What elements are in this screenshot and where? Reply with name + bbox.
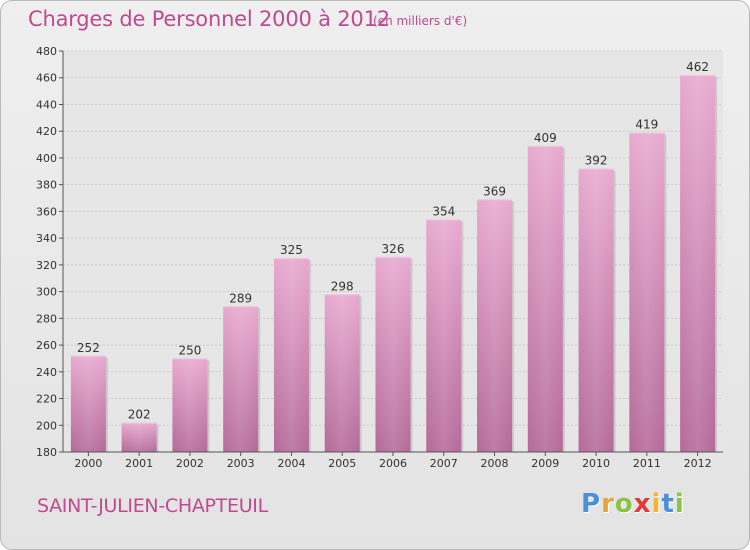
logo-letter: i: [674, 489, 685, 519]
data-label: 289: [229, 291, 252, 305]
y-tick-label: 380: [36, 179, 57, 192]
proxiti-logo: Proxiti: [581, 489, 685, 519]
y-tick-label: 420: [36, 125, 57, 138]
y-tick-label: 220: [36, 393, 57, 406]
x-tick-label: 2006: [379, 457, 407, 470]
bar-highlight: [680, 75, 716, 452]
logo-letter: x: [633, 489, 652, 519]
bar-highlight: [578, 168, 614, 453]
y-tick-label: 240: [36, 366, 57, 379]
x-tick-label: 2008: [481, 457, 509, 470]
bar-highlight: [121, 422, 157, 452]
bar-highlight: [172, 358, 208, 452]
data-label: 252: [77, 341, 100, 355]
x-tick-label: 2010: [582, 457, 610, 470]
bar-highlight: [375, 256, 411, 452]
data-label: 202: [128, 408, 151, 422]
logo-letter: P: [581, 489, 602, 519]
data-label: 325: [280, 243, 303, 257]
logo-letter: r: [601, 489, 615, 519]
bar-highlight: [629, 132, 665, 452]
logo-letter: o: [614, 489, 634, 519]
bar-highlight: [223, 306, 259, 452]
y-tick-label: 180: [36, 446, 57, 459]
data-label: 298: [331, 279, 354, 293]
commune-name: SAINT-JULIEN-CHAPTEUIL: [37, 495, 268, 517]
y-tick-label: 360: [36, 205, 57, 218]
x-tick-label: 2001: [125, 457, 153, 470]
data-label: 392: [585, 154, 608, 168]
chart-title: Charges de Personnel 2000 à 2012: [28, 7, 390, 31]
x-tick-label: 2003: [227, 457, 255, 470]
x-tick-label: 2002: [176, 457, 204, 470]
logo-letter: t: [661, 489, 675, 519]
y-tick-label: 460: [36, 72, 57, 85]
logo-letter: i: [651, 489, 662, 519]
bar-highlight: [426, 219, 462, 452]
chart-subtitle: (en milliers d'€): [373, 14, 468, 28]
x-tick-label: 2009: [531, 457, 559, 470]
x-tick-label: 2000: [74, 457, 102, 470]
data-label: 369: [483, 184, 506, 198]
y-tick-label: 280: [36, 312, 57, 325]
y-tick-label: 200: [36, 419, 57, 432]
y-tick-label: 260: [36, 339, 57, 352]
y-tick-label: 300: [36, 286, 57, 299]
x-tick-label: 2011: [633, 457, 661, 470]
bar-highlight: [324, 294, 360, 452]
y-tick-label: 480: [36, 45, 57, 58]
x-tick-label: 2007: [430, 457, 458, 470]
data-label: 462: [686, 60, 709, 74]
bar-highlight: [477, 199, 513, 452]
y-tick-label: 440: [36, 98, 57, 111]
data-label: 354: [432, 204, 455, 218]
x-tick-label: 2012: [684, 457, 712, 470]
bar-highlight: [273, 258, 309, 452]
data-label: 326: [382, 242, 405, 256]
x-tick-label: 2004: [277, 457, 305, 470]
y-tick-label: 400: [36, 152, 57, 165]
x-tick-label: 2005: [328, 457, 356, 470]
data-label: 409: [534, 131, 557, 145]
bar-highlight: [527, 145, 563, 453]
data-label: 250: [178, 343, 201, 357]
data-label: 419: [635, 118, 658, 132]
y-tick-label: 340: [36, 232, 57, 245]
bar-highlight: [70, 355, 106, 452]
y-tick-label: 320: [36, 259, 57, 272]
